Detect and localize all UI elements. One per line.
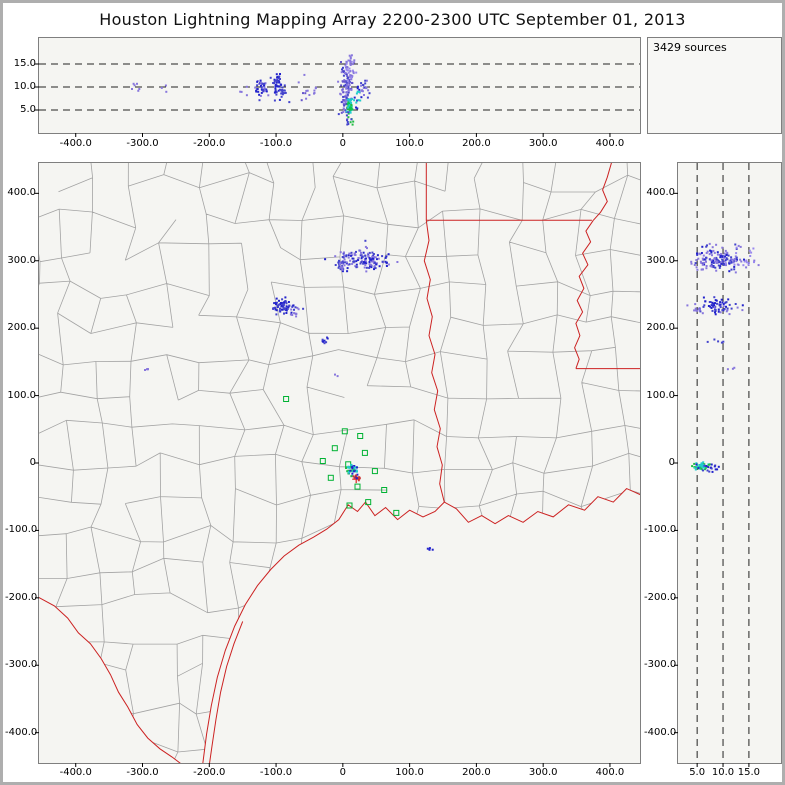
- station-marker: [341, 428, 348, 435]
- altitude-ew-panel: [35, 37, 641, 137]
- state-borders: [39, 163, 640, 763]
- tick-label: 400.0: [595, 138, 625, 149]
- tick-label: 10.0: [711, 767, 735, 778]
- sources-count: 3429 sources: [653, 41, 727, 54]
- tick-label: 15.0: [13, 57, 36, 69]
- figure-title: Houston Lightning Mapping Array 2200-230…: [99, 10, 686, 29]
- station-marker: [346, 502, 353, 509]
- la-ms-river: [574, 220, 594, 369]
- plan-view-x-axis-labels: -400.0 -300.0 -200.0 -100.0 0 100.0 200.0 300.0…: [39, 765, 640, 779]
- ar-ms-river: [592, 163, 612, 221]
- station-marker: [381, 487, 388, 493]
- tick-label: -100.0: [259, 138, 293, 149]
- tx-la-sabine: [423, 220, 445, 503]
- station-marker: [327, 474, 334, 481]
- tick-label: 100.0: [395, 767, 424, 778]
- plan-view-panel: [35, 162, 641, 767]
- county-boundaries: [39, 163, 640, 763]
- altitude-ns-panel: [674, 162, 782, 767]
- altitude-ew-x-axis-labels: -400.0 -300.0 -200.0 -100.0 0 100.0 200.0 300.0…: [39, 136, 640, 150]
- tick-label: 100.0: [7, 389, 36, 401]
- tick-label: -200.0: [5, 591, 38, 603]
- station-marker: [357, 433, 364, 439]
- station-marker: [361, 449, 368, 456]
- lightning-source-points: [131, 54, 371, 126]
- tick-label: -100.0: [5, 524, 38, 536]
- tick-label: 400.0: [7, 187, 36, 199]
- station-marker: [365, 499, 372, 506]
- tick-label: -200.0: [193, 767, 226, 778]
- tick-label: 0: [339, 767, 347, 778]
- tick-label: 10.0: [13, 80, 36, 92]
- tick-label: 400.0: [646, 187, 675, 199]
- tick-label: 5.0: [689, 767, 706, 778]
- tick-label: 300.0: [7, 254, 36, 266]
- tick-label: -300.0: [5, 659, 38, 671]
- tick-label: 0: [339, 138, 347, 149]
- rio-grande: [39, 597, 181, 763]
- tick-label: 300.0: [528, 138, 558, 149]
- tick-label: -400.0: [644, 726, 677, 738]
- tick-label: 0: [668, 457, 675, 468]
- tick-label: -200.0: [193, 138, 226, 149]
- tick-label: -300.0: [126, 767, 159, 778]
- tick-label: 100.0: [395, 138, 424, 149]
- station-marker: [319, 458, 326, 464]
- tick-label: 5.0: [20, 103, 36, 115]
- tick-label: -400.0: [59, 767, 92, 778]
- sources-count-panel: 3429 sources: [647, 37, 782, 134]
- tick-label: 200.0: [646, 322, 675, 334]
- altitude-ew-plot: [35, 54, 640, 137]
- tick-label: 200.0: [462, 767, 491, 778]
- station-marker: [331, 445, 338, 452]
- tick-label: -100.0: [259, 767, 293, 778]
- tick-label: -200.0: [644, 591, 677, 603]
- lightning-source-points: [686, 242, 760, 473]
- plan-view-y-axis-labels: 400.0 300.0 200.0 100.0 0 -100.0 -200.0 -300.0 -…: [5, 163, 38, 763]
- station-marker: [354, 483, 361, 490]
- tick-label: -400.0: [59, 138, 92, 149]
- gulf-coast: [202, 488, 640, 763]
- tick-label: 100.0: [646, 389, 675, 401]
- altitude-ns-x-axis-labels: 5.0 10.0 15.0: [678, 765, 781, 779]
- tick-label: -300.0: [126, 138, 159, 149]
- barrier-island: [209, 621, 244, 763]
- tick-label: -100.0: [644, 524, 677, 536]
- tick-label: 200.0: [462, 138, 491, 149]
- altitude-ns-plot: [674, 163, 760, 767]
- station-marker: [393, 509, 400, 516]
- station-marker: [283, 396, 290, 402]
- tick-label: -300.0: [644, 659, 677, 671]
- altitude-ns-y-axis-labels: 400.0 300.0 200.0 100.0 0 -100.0 -200.0 -300.0 -…: [644, 163, 677, 763]
- lma-stations: [283, 396, 400, 516]
- tick-label: 15.0: [737, 767, 761, 778]
- tick-label: 200.0: [7, 322, 36, 334]
- lightning-source-points: [144, 239, 434, 551]
- tick-label: 400.0: [595, 767, 625, 778]
- tick-label: 0: [29, 457, 36, 468]
- station-marker: [371, 468, 378, 475]
- plan-view-plot: [35, 163, 640, 767]
- tick-label: 300.0: [646, 254, 675, 266]
- tick-label: -400.0: [5, 726, 38, 738]
- altitude-ew-y-axis-labels: 15.0 10.0 5.0: [5, 38, 36, 133]
- tick-label: 300.0: [528, 767, 558, 778]
